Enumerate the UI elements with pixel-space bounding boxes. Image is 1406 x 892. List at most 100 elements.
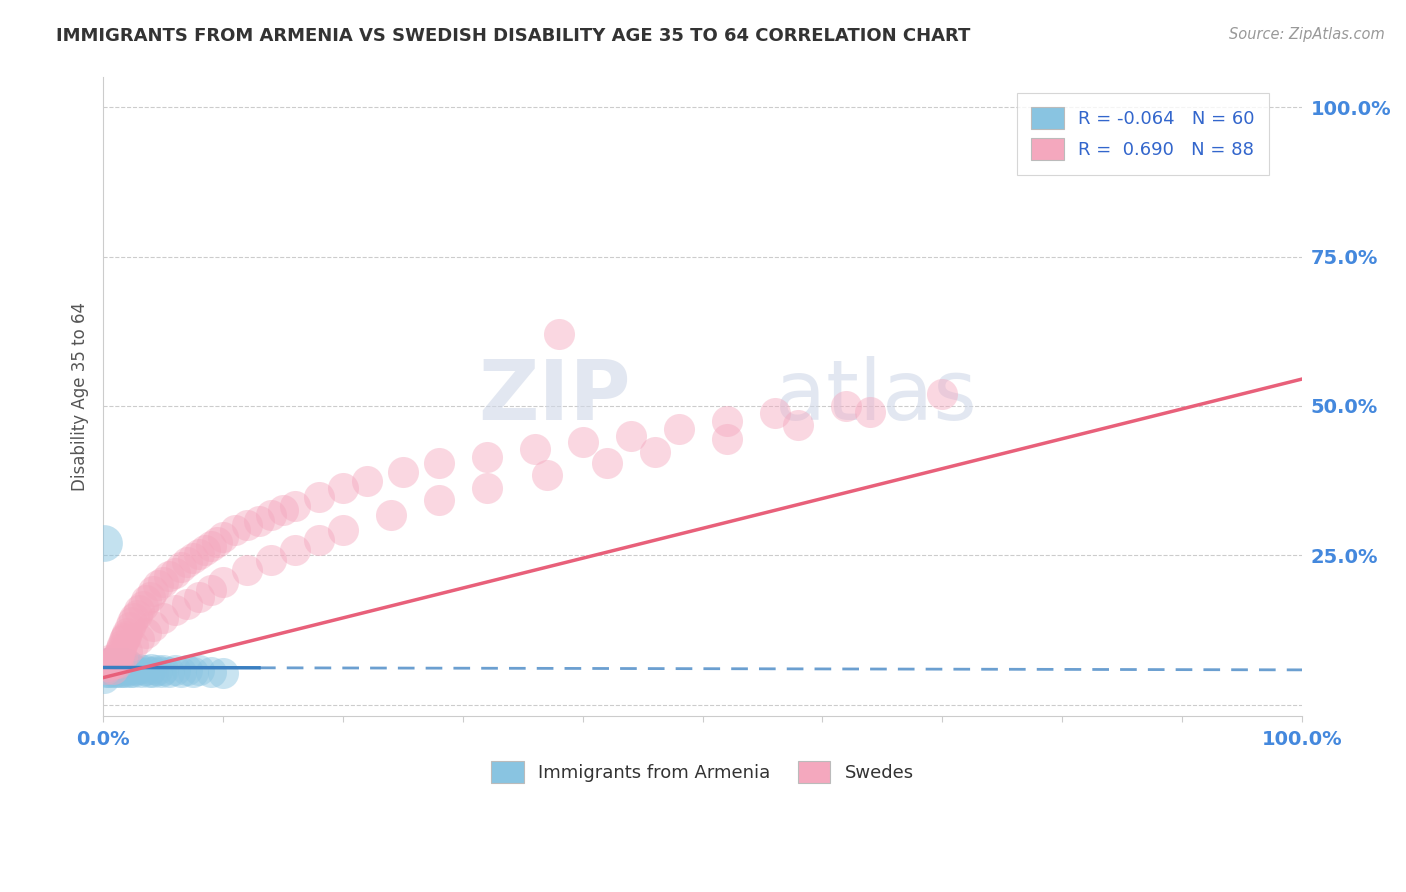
Point [131,665,153,679]
Point [104,656,127,670]
Point [212,530,235,544]
Point [121,662,143,676]
Point [176,597,198,611]
Point [188,547,211,561]
Point [170,560,193,574]
Point [107,647,129,661]
Point [536,467,558,482]
Point [104,656,127,670]
Point [131,599,153,613]
Point [98,665,121,679]
Point [332,523,354,537]
Point [105,657,128,671]
Y-axis label: Disability Age 35 to 64: Disability Age 35 to 64 [72,302,89,491]
Point [547,327,569,342]
Point [100,662,122,676]
Point [176,555,198,569]
Point [93,536,115,550]
Point [121,615,143,629]
Point [122,638,145,652]
Point [98,662,121,676]
Point [114,665,136,679]
Point [103,658,125,673]
Point [98,658,121,673]
Point [475,450,498,464]
Point [247,514,270,528]
Point [114,631,136,645]
Point [97,665,120,679]
Point [96,656,118,670]
Point [107,656,129,670]
Point [124,663,146,677]
Point [284,500,307,514]
Point [105,665,128,679]
Point [427,456,450,470]
Point [142,584,165,599]
Point [97,658,120,673]
Point [110,656,132,670]
Point [112,656,135,670]
Point [94,658,117,673]
Point [115,657,138,671]
Point [763,406,786,420]
Point [93,671,115,685]
Point [142,665,165,679]
Point [716,432,738,446]
Legend: Immigrants from Armenia, Swedes: Immigrants from Armenia, Swedes [484,754,921,790]
Point [668,421,690,435]
Point [107,656,129,670]
Point [716,414,738,428]
Point [128,632,150,646]
Point [104,662,127,676]
Point [224,523,246,537]
Point [152,575,174,590]
Point [98,657,121,671]
Point [118,658,141,673]
Point [200,665,222,679]
Point [107,658,129,673]
Point [188,590,211,604]
Point [108,657,131,671]
Point [101,663,124,677]
Point [332,481,354,495]
Point [111,658,134,673]
Point [94,662,117,676]
Point [146,663,169,677]
Point [620,429,643,443]
Point [98,653,121,667]
Point [128,603,150,617]
Point [523,442,546,456]
Point [157,569,180,583]
Point [110,662,132,676]
Point [135,593,157,607]
Point [205,535,228,549]
Point [236,518,259,533]
Point [181,551,204,566]
Point [122,665,145,679]
Point [571,434,593,449]
Point [152,663,174,677]
Point [644,445,666,459]
Point [100,655,122,669]
Point [142,618,165,632]
Point [128,662,150,676]
Point [212,575,235,590]
Point [111,649,134,664]
Point [595,456,617,470]
Point [835,399,858,413]
Point [212,666,235,681]
Point [107,649,129,664]
Point [200,582,222,597]
Point [139,590,162,604]
Point [114,658,136,673]
Point [308,533,330,548]
Point [138,665,160,679]
Text: Source: ZipAtlas.com: Source: ZipAtlas.com [1229,27,1385,42]
Point [152,611,174,625]
Point [96,662,118,676]
Text: ZIP: ZIP [478,357,631,437]
Point [284,543,307,558]
Point [134,663,156,677]
Point [125,607,148,622]
Point [165,566,187,581]
